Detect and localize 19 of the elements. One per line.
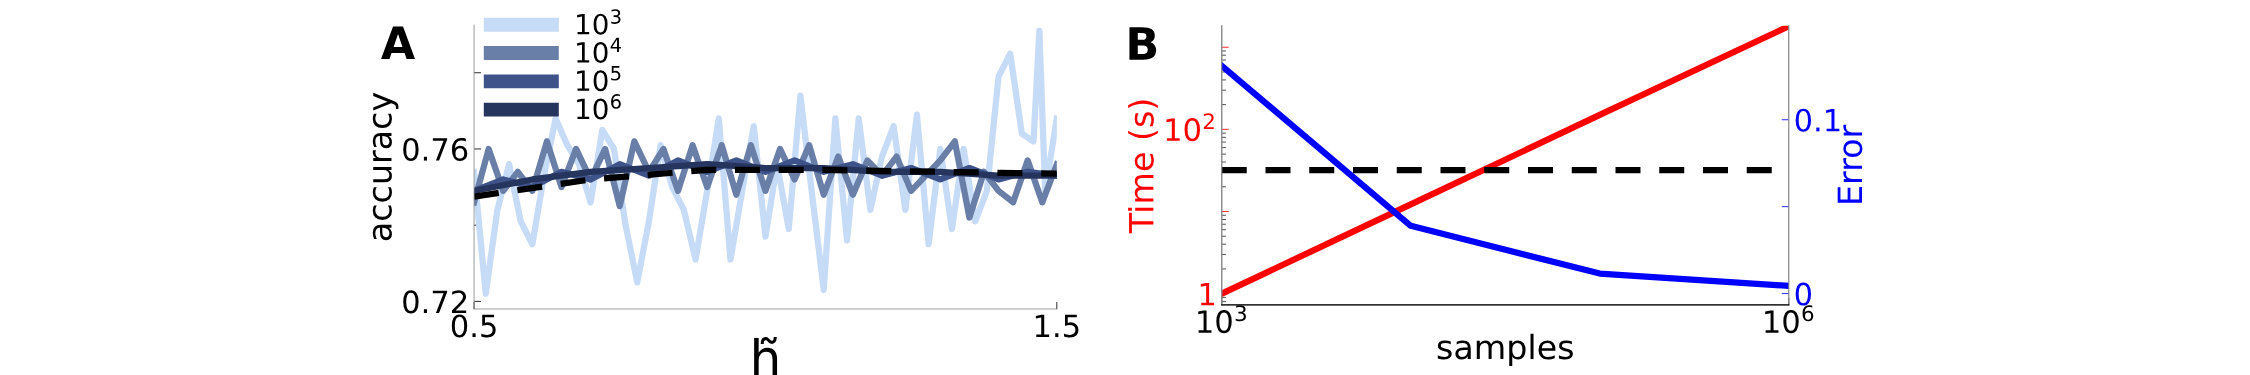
- chart-title: B: [1129, 27, 1157, 60]
- x-axis-title: samples: [1437, 333, 1573, 367]
- x-tick-label: 0.5: [451, 314, 496, 338]
- y-tick-label: 10$^{2}$: [1166, 113, 1214, 142]
- chart-title: A: [381, 26, 416, 59]
- y-tick-label: 0.72: [403, 290, 467, 314]
- y2-tick-label: 0: [1795, 282, 1812, 306]
- legend-label: 10$^{6}$: [577, 94, 621, 120]
- legend-label: 10$^{5}$: [577, 66, 621, 92]
- legend-label: 10$^{3}$: [577, 9, 621, 35]
- y-axis-title: Time (s): [1128, 100, 1158, 234]
- x-axis-title: h̃: [754, 337, 778, 375]
- x-tick-label: 10$^{6}$: [1765, 305, 1814, 334]
- legend-label: 10$^{4}$: [577, 37, 621, 63]
- y-tick-label: 1: [1200, 282, 1215, 306]
- y-tick-label: 0.76: [403, 137, 468, 162]
- x-tick-label: 1.5: [1035, 314, 1079, 338]
- x-tick-label: 10$^{3}$: [1198, 305, 1246, 334]
- y-axis-title: accuracy: [372, 92, 399, 241]
